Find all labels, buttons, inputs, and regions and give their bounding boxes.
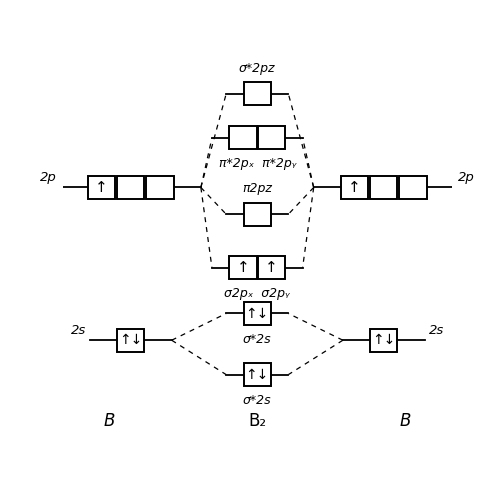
Bar bbox=[146, 176, 173, 199]
Text: ↑: ↑ bbox=[265, 260, 277, 275]
Bar bbox=[229, 126, 256, 149]
Text: ↑↓: ↑↓ bbox=[245, 368, 269, 381]
Text: σ*2s: σ*2s bbox=[242, 394, 271, 407]
Text: σ2pₓ  σ2pᵧ: σ2pₓ σ2pᵧ bbox=[224, 287, 290, 300]
Text: B: B bbox=[399, 412, 410, 430]
Bar bbox=[258, 256, 285, 279]
Bar bbox=[369, 176, 397, 199]
Text: B₂: B₂ bbox=[247, 412, 266, 430]
Bar bbox=[88, 176, 115, 199]
Text: σ*2s: σ*2s bbox=[242, 333, 271, 346]
Bar bbox=[117, 176, 144, 199]
Bar bbox=[243, 363, 271, 386]
Bar bbox=[243, 82, 271, 105]
Text: ↑↓: ↑↓ bbox=[371, 333, 395, 347]
Text: π*2pₓ  π*2pᵧ: π*2pₓ π*2pᵧ bbox=[218, 157, 296, 170]
Bar bbox=[258, 126, 285, 149]
Text: 2p: 2p bbox=[457, 172, 473, 185]
Bar bbox=[243, 302, 271, 325]
Bar bbox=[117, 329, 144, 352]
Text: ↑↓: ↑↓ bbox=[245, 307, 269, 320]
Bar bbox=[243, 203, 271, 226]
Text: 2p: 2p bbox=[40, 172, 57, 185]
Bar bbox=[229, 256, 256, 279]
Text: 2s: 2s bbox=[71, 324, 86, 337]
Text: ↑: ↑ bbox=[348, 180, 360, 195]
Text: B: B bbox=[104, 412, 115, 430]
Bar bbox=[369, 329, 397, 352]
Bar bbox=[340, 176, 367, 199]
Text: ↑↓: ↑↓ bbox=[119, 333, 142, 347]
Bar bbox=[398, 176, 426, 199]
Text: 2s: 2s bbox=[428, 324, 443, 337]
Text: σ*2pᴢ: σ*2pᴢ bbox=[238, 62, 275, 75]
Text: ↑: ↑ bbox=[236, 260, 249, 275]
Text: π2pz: π2pz bbox=[242, 182, 272, 195]
Text: ↑: ↑ bbox=[95, 180, 108, 195]
